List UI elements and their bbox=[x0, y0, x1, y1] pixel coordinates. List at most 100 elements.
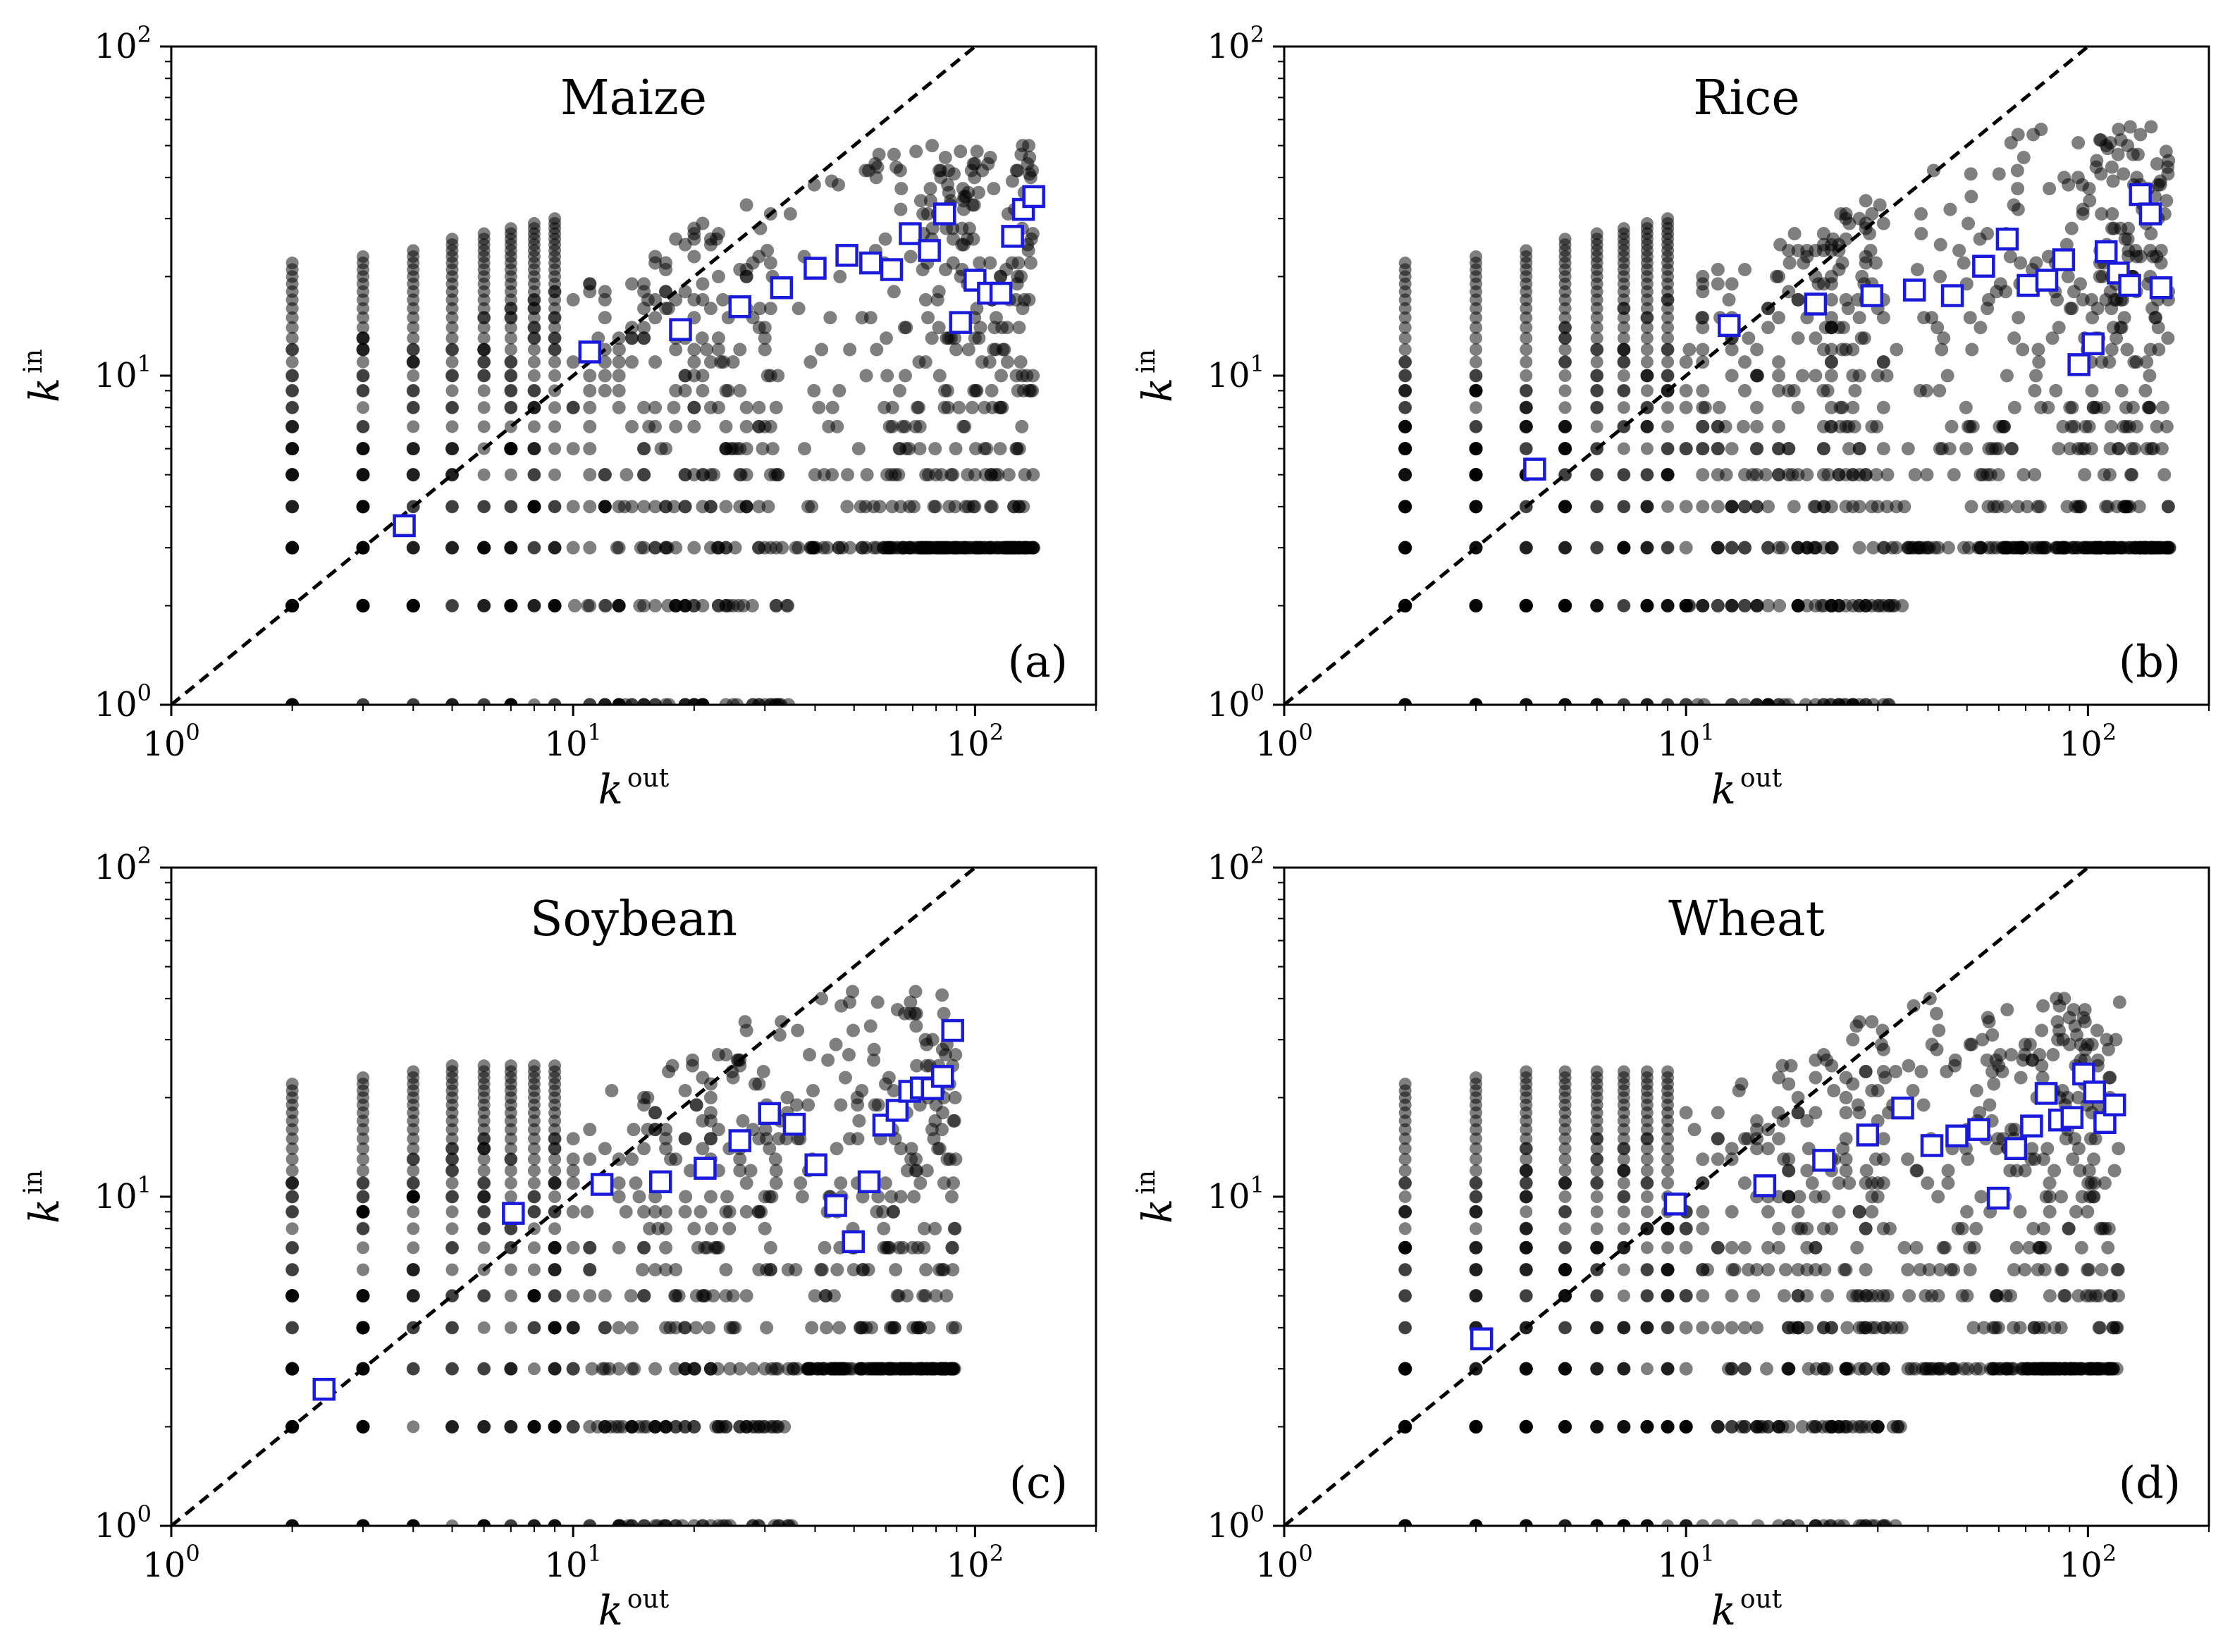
node-point bbox=[932, 369, 947, 383]
node-point bbox=[1590, 1205, 1603, 1219]
node-point bbox=[1824, 355, 1838, 369]
node-point bbox=[1661, 1123, 1675, 1136]
node-point bbox=[916, 1289, 930, 1303]
node-point bbox=[944, 1190, 959, 1204]
node-point bbox=[477, 355, 491, 369]
node-point bbox=[2099, 292, 2113, 307]
node-point bbox=[1997, 419, 2012, 433]
node-point bbox=[1782, 442, 1796, 456]
node-point bbox=[2103, 136, 2117, 150]
node-point bbox=[612, 1176, 626, 1190]
node-point bbox=[720, 1190, 734, 1204]
node-point bbox=[758, 1190, 772, 1204]
node-point bbox=[2095, 269, 2110, 283]
node-point bbox=[1955, 1221, 1969, 1235]
node-point bbox=[2157, 468, 2172, 482]
node-point bbox=[1871, 369, 1885, 383]
node-point bbox=[2103, 442, 2117, 456]
node-point bbox=[2153, 178, 2167, 192]
node-point bbox=[2016, 343, 2030, 357]
node-point bbox=[2071, 1090, 2085, 1104]
node-point bbox=[1865, 1204, 1879, 1219]
node-point bbox=[1772, 1519, 1786, 1526]
node-point bbox=[920, 1164, 934, 1178]
node-point bbox=[659, 1132, 673, 1146]
node-point bbox=[930, 292, 944, 307]
node-point bbox=[1696, 500, 1710, 514]
node-cloud bbox=[285, 139, 1040, 705]
node-point bbox=[1824, 419, 1838, 433]
node-point bbox=[2103, 1071, 2117, 1085]
node-point bbox=[1023, 383, 1038, 397]
node-point bbox=[1470, 1123, 1483, 1136]
node-point bbox=[2121, 232, 2135, 246]
node-point bbox=[1848, 383, 1862, 397]
node-point bbox=[548, 1520, 562, 1526]
node-point bbox=[1520, 1520, 1533, 1526]
node-point bbox=[2018, 1164, 2032, 1178]
node-point bbox=[1873, 198, 1887, 212]
node-point bbox=[1590, 1420, 1603, 1434]
node-point bbox=[407, 1420, 420, 1434]
node-point bbox=[285, 1164, 299, 1178]
node-point bbox=[871, 1190, 885, 1204]
node-point bbox=[566, 541, 580, 555]
node-point bbox=[752, 400, 766, 414]
node-point bbox=[1809, 1106, 1823, 1120]
node-point bbox=[1895, 1321, 1909, 1335]
node-point bbox=[669, 383, 683, 397]
node-point bbox=[815, 1263, 829, 1277]
node-point bbox=[1640, 541, 1654, 555]
binned-average-marker bbox=[2138, 202, 2162, 226]
node-point bbox=[1617, 1176, 1630, 1190]
panel-title: Wheat bbox=[1668, 892, 1825, 947]
node-point bbox=[752, 698, 766, 705]
node-point bbox=[2112, 1142, 2126, 1156]
node-point bbox=[1943, 202, 1957, 216]
node-point bbox=[1558, 1152, 1572, 1166]
node-point bbox=[2073, 500, 2087, 514]
node-point bbox=[445, 1205, 459, 1219]
node-point bbox=[407, 244, 420, 257]
node-point bbox=[2095, 1263, 2109, 1277]
node-point bbox=[723, 1362, 737, 1376]
node-point bbox=[1854, 1419, 1868, 1434]
node-point bbox=[855, 1084, 869, 1098]
node-point bbox=[357, 1164, 370, 1178]
node-point bbox=[760, 1321, 774, 1335]
node-point bbox=[504, 369, 517, 382]
node-point bbox=[1520, 384, 1533, 397]
binned-average-marker bbox=[2020, 1114, 2043, 1138]
node-point bbox=[583, 541, 597, 555]
node-point bbox=[961, 343, 975, 357]
node-point bbox=[689, 1098, 703, 1112]
node-point bbox=[687, 221, 701, 235]
node-point bbox=[2027, 1321, 2041, 1335]
node-point bbox=[1965, 343, 1979, 357]
node-point bbox=[1520, 355, 1533, 369]
node-point bbox=[2069, 1204, 2083, 1219]
node-point bbox=[1777, 1289, 1791, 1303]
node-point bbox=[988, 468, 1002, 482]
node-point bbox=[1696, 383, 1710, 397]
node-point bbox=[357, 500, 370, 513]
node-point bbox=[648, 249, 663, 264]
node-point bbox=[477, 500, 491, 513]
node-point bbox=[1026, 468, 1040, 482]
node-point bbox=[357, 599, 370, 612]
node-point bbox=[1878, 1519, 1892, 1526]
node-point bbox=[477, 343, 491, 357]
node-point bbox=[1617, 500, 1630, 513]
node-point bbox=[2062, 178, 2076, 192]
node-point bbox=[477, 369, 491, 382]
node-point bbox=[612, 1190, 626, 1204]
node-point bbox=[1925, 311, 1939, 325]
node-point bbox=[928, 1221, 942, 1235]
node-point bbox=[1761, 698, 1775, 705]
node-point bbox=[2095, 207, 2109, 221]
node-point bbox=[357, 1205, 370, 1219]
node-point bbox=[687, 343, 701, 357]
node-point bbox=[1558, 599, 1572, 612]
node-point bbox=[2003, 1164, 2017, 1178]
